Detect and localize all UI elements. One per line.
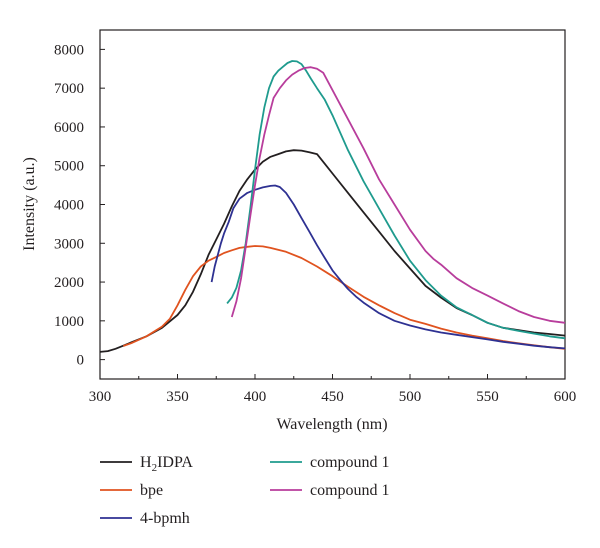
y-tick-label-5: 5000 (54, 159, 84, 175)
series-lines (99, 60, 566, 353)
y-tick-label-1: 1000 (54, 314, 84, 330)
series-line-4 (230, 66, 566, 324)
x-tick-label-3: 450 (321, 389, 344, 405)
x-axis-title: Wavelength (nm) (276, 416, 387, 433)
legend-label-2: 4-bpmh (140, 510, 190, 527)
plot-frame (99, 29, 566, 380)
y-tick-label-6: 6000 (54, 120, 84, 136)
y-tick-label-2: 2000 (54, 275, 84, 291)
x-tick-label-0: 300 (89, 389, 112, 405)
x-tick-label-2: 400 (244, 389, 267, 405)
y-tick-label-0: 0 (77, 353, 85, 369)
x-tick-label-4: 500 (399, 389, 422, 405)
axis-tick-labels: 300 350 400 450 500 550 6000100020003000400050… (54, 42, 576, 405)
y-axis-title: Intensity (a.u.) (21, 157, 38, 251)
series-line-0 (99, 149, 566, 353)
legend: H2IDPA bpe 4-bpmh compound 1 compound 1 (100, 454, 390, 527)
legend-label-0: H2IDPA (140, 454, 193, 474)
x-tick-label-6: 600 (554, 389, 577, 405)
series-line-2 (210, 184, 566, 350)
axis-ticks (99, 48, 566, 379)
series-line-3 (226, 60, 566, 340)
x-tick-label-1: 350 (166, 389, 189, 405)
x-tick-label-5: 550 (476, 389, 499, 405)
y-tick-label-8: 8000 (54, 42, 84, 58)
legend-label-1: bpe (140, 482, 163, 499)
y-tick-label-4: 4000 (54, 198, 84, 214)
legend-label-3: compound 1 (310, 454, 390, 471)
y-tick-label-7: 7000 (54, 81, 84, 97)
series-line-1 (123, 245, 566, 350)
legend-label-4: compound 1 (310, 482, 390, 499)
y-tick-label-3: 3000 (54, 236, 84, 252)
